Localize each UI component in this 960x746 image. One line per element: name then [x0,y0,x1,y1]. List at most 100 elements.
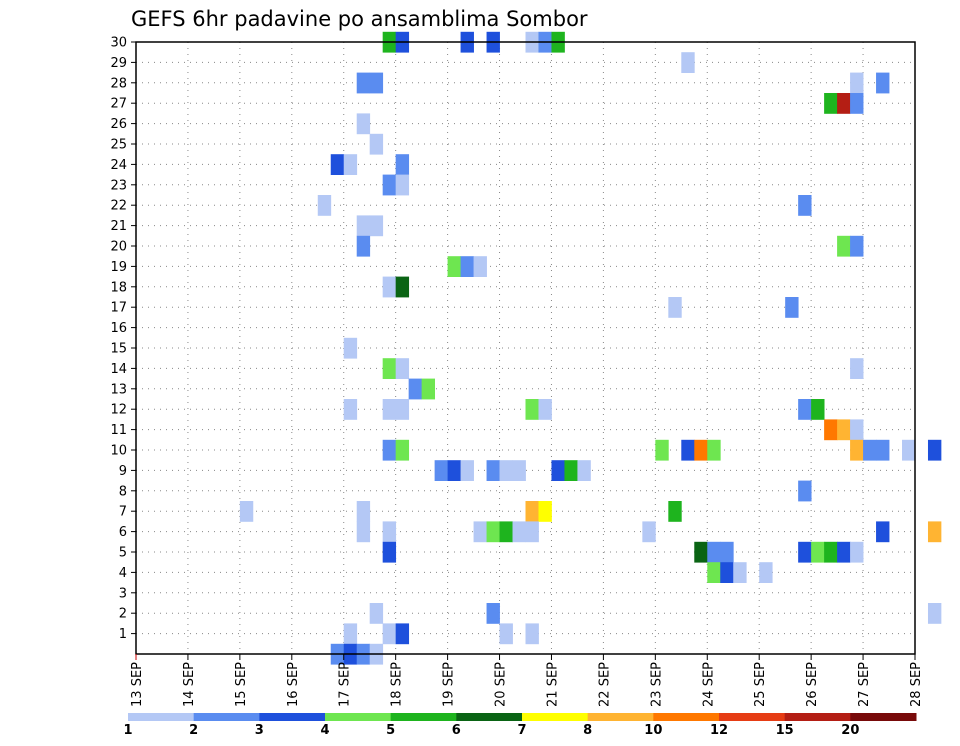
colorbar-label: 10 [644,723,662,738]
heatmap-cell [668,501,682,522]
y-tick-label: 11 [110,423,127,438]
y-tick-label: 18 [110,280,127,295]
heatmap-cell [798,541,812,563]
heatmap-cell [850,541,864,563]
heatmap-cell [694,541,708,563]
heatmap-cell [382,399,397,420]
heatmap-cell [538,399,552,420]
x-tick-label: 18 SEP [390,662,405,707]
heatmap-cell [395,623,410,645]
heatmap-cell [876,521,890,543]
colorbar-segment [587,713,654,721]
heatmap-cell [707,541,721,563]
y-tick-label: 17 [110,301,127,316]
colorbar-segment [390,713,457,721]
y-tick-label: 26 [110,117,127,132]
heatmap-cell [356,235,371,257]
colorbar: 1 2 3 4 5 6 7 8 10 12 15 20 [123,713,917,738]
heatmap-cell [473,521,487,543]
heatmap-cell [785,297,799,318]
heatmap-cell [927,439,942,461]
x-tick-label: 20 SEP [494,662,509,707]
y-tick-label: 27 [110,97,127,112]
colorbar-label: 3 [255,723,264,738]
colorbar-label: 20 [841,723,859,738]
heatmap-cell [577,460,591,481]
x-tick-label: 14 SEP [182,662,197,707]
heatmap-cell [733,562,747,583]
heatmap-cell [642,521,656,543]
heatmap-cell [486,603,500,624]
heatmap-cell [330,154,345,175]
colorbar-segment [325,713,392,721]
heatmap-cell [668,297,682,318]
y-tick-label: 16 [110,321,127,336]
heatmap-cell [863,439,877,461]
colorbar-segment [522,713,589,721]
heatmap-cell [473,256,487,277]
colorbar-label: 1 [123,723,132,738]
heatmap-cell [434,460,448,481]
colorbar-segment [128,713,195,721]
heatmap-cell [382,623,397,645]
heatmap-cell [837,541,851,563]
heatmap-cell [525,623,539,645]
x-tick-label: 13 SEP [130,662,145,707]
heatmap-cell [655,439,669,461]
heatmap-cell [811,541,825,563]
x-tick-label: 28 SEP [909,662,924,707]
heatmap-cell [837,235,851,257]
heatmap-cell [382,358,397,379]
y-tick-label: 13 [110,382,127,397]
axis-ticks: 1234567891011121314151617181920212223242… [110,36,924,707]
y-tick-label: 30 [110,36,127,51]
heatmap-cell [564,460,578,481]
colorbar-label: 12 [710,723,728,738]
heatmap-cell [499,521,513,543]
x-tick-label: 17 SEP [338,662,353,707]
colorbar-label: 5 [386,723,395,738]
heatmap-cell [850,358,864,379]
heatmap-cell [395,358,410,379]
heatmap-cell [927,521,942,543]
heatmap-cell [798,195,812,216]
heatmap-cell [447,460,461,481]
y-tick-label: 1 [119,627,127,642]
heatmap-cell [356,501,371,522]
heatmap-cell [525,501,539,522]
y-tick-label: 4 [119,566,127,581]
y-tick-label: 9 [119,464,127,479]
x-tick-label: 16 SEP [286,662,301,707]
heatmap-cell [447,256,461,277]
chart-title: GEFS 6hr padavine po ansamblima Sombor [131,7,588,31]
heatmap-cell [356,72,371,94]
heatmap-cell [369,215,384,237]
colorbar-label: 6 [452,723,461,738]
heatmap-cell [421,378,436,400]
heatmap-cell [850,235,864,257]
y-tick-label: 7 [119,505,127,520]
heatmap-cell [356,215,371,237]
y-tick-label: 6 [119,525,127,540]
heatmap-cell [759,562,773,583]
heatmap-cell [824,93,838,114]
y-tick-label: 23 [110,178,127,193]
heatmap-cell [499,623,513,645]
heatmap-cell [837,419,851,441]
heatmap-cell [343,399,358,420]
x-tick-label: 19 SEP [442,662,457,707]
heatmap-cell [369,133,384,155]
heatmap-cell [460,256,474,277]
heatmap-cell [720,562,734,583]
y-tick-label: 22 [110,199,127,214]
heatmap-cell [486,460,500,481]
heatmap-cell [408,378,423,400]
heatmap-cell [395,174,410,196]
y-tick-label: 24 [110,158,127,173]
x-tick-label: 23 SEP [649,662,664,707]
heatmap-cell [382,276,397,298]
heatmap-cell [681,439,695,461]
y-tick-label: 15 [110,342,127,357]
